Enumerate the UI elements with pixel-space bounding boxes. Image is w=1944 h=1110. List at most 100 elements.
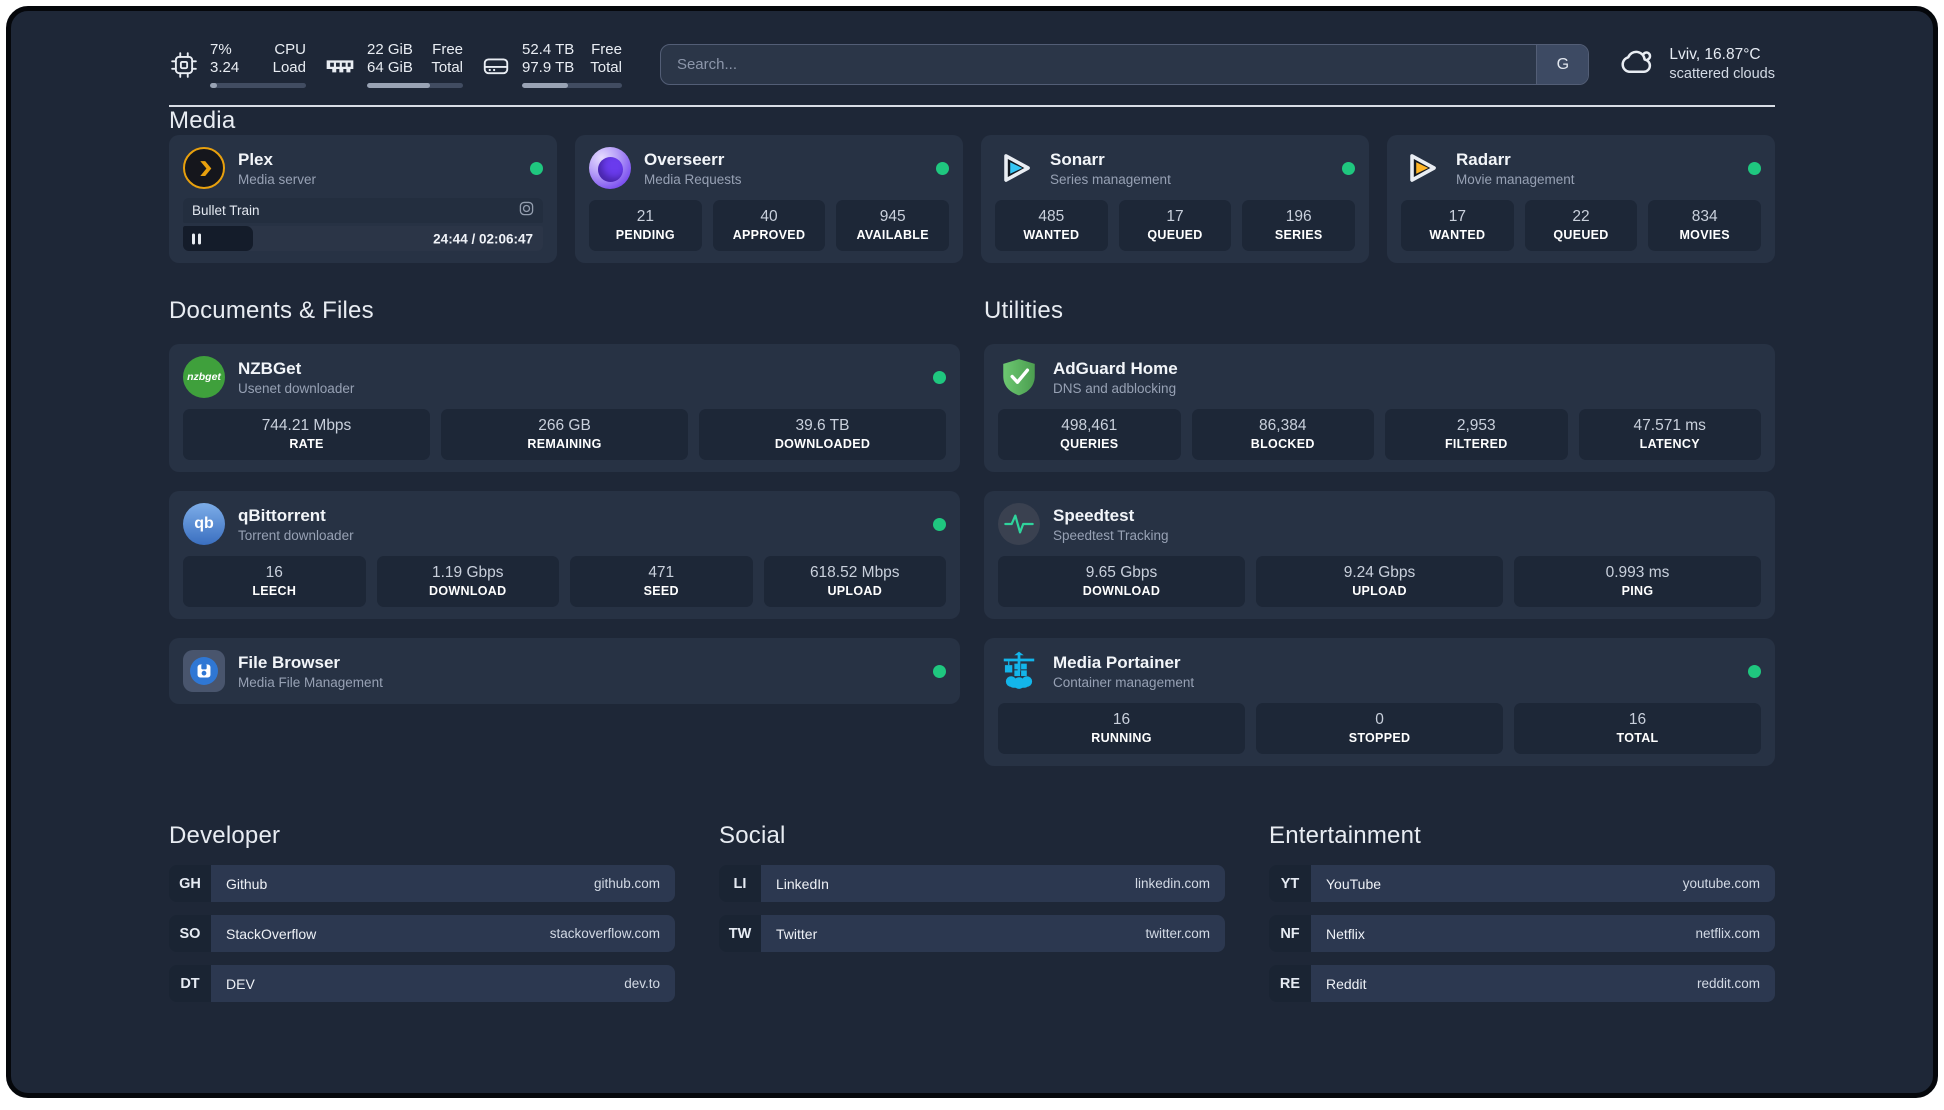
app-subtitle: Media Requests: [644, 171, 742, 187]
app-subtitle: Media File Management: [238, 674, 383, 690]
app-subtitle: Movie management: [1456, 171, 1575, 187]
ram-total: 64 GiB: [367, 59, 413, 76]
app-card-filebrowser[interactable]: File Browser Media File Management: [169, 638, 960, 704]
bookmark-abbr: YT: [1269, 865, 1311, 902]
bookmark-abbr: GH: [169, 865, 211, 902]
bookmark-github[interactable]: GH Github github.com: [169, 865, 675, 902]
search-engine-button[interactable]: G: [1536, 45, 1589, 84]
bookmark-abbr: DT: [169, 965, 211, 1002]
bookmark-url: github.com: [593, 876, 660, 891]
cloud-icon: [1619, 44, 1656, 86]
bookmark-name: StackOverflow: [226, 925, 317, 942]
stat-queued: 17 QUEUED: [1118, 200, 1232, 251]
app-subtitle: Usenet downloader: [238, 380, 355, 396]
app-title: AdGuard Home: [1053, 358, 1178, 378]
bookmark-abbr: SO: [169, 915, 211, 952]
stat-latency: 47.571 ms LATENCY: [1578, 409, 1761, 460]
stat-remaining: 266 GB REMAINING: [441, 409, 688, 460]
status-dot: [530, 161, 543, 175]
ram-free-label: Free: [432, 41, 463, 58]
app-title: Overseerr: [644, 149, 725, 169]
bookmarks-social: Social LI LinkedIn linkedin.com TW Twitt…: [719, 822, 1225, 1015]
radarr-logo: [1401, 147, 1443, 189]
bookmark-netflix[interactable]: NF Netflix netflix.com: [1269, 915, 1775, 952]
stat-running: 16 RUNNING: [998, 703, 1245, 754]
ram-free: 22 GiB: [367, 41, 413, 58]
status-dot: [933, 517, 946, 531]
ram-progress-bar: [367, 83, 463, 88]
stat-filtered: 2,953 FILTERED: [1385, 409, 1568, 460]
weather-widget: Lviv, 16.87°C scattered clouds: [1619, 44, 1775, 86]
app-subtitle: Speedtest Tracking: [1053, 527, 1169, 543]
bookmark-stackoverflow[interactable]: SO StackOverflow stackoverflow.com: [169, 915, 675, 952]
app-title: File Browser: [238, 652, 341, 672]
bookmark-name: Twitter: [776, 925, 818, 942]
session-icon: [519, 201, 534, 221]
stat-movies: 834 MOVIES: [1648, 200, 1762, 251]
section-heading-documents: Documents & Files: [169, 297, 374, 324]
app-title: Radarr: [1456, 149, 1511, 169]
app-card-plex[interactable]: Plex Media server Bullet Train: [169, 135, 557, 263]
bookmark-name: Github: [226, 875, 268, 892]
app-subtitle: Series management: [1050, 171, 1171, 187]
bookmark-linkedin[interactable]: LI LinkedIn linkedin.com: [719, 865, 1225, 902]
stat-upload: 618.52 Mbps UPLOAD: [763, 556, 946, 607]
pause-icon: [192, 233, 201, 244]
section-heading-social: Social: [719, 822, 786, 849]
bookmark-youtube[interactable]: YT YouTube youtube.com: [1269, 865, 1775, 902]
app-card-radarr[interactable]: Radarr Movie management 17 WANTED 22 QUEUE…: [1387, 135, 1775, 263]
section-heading-media: Media: [169, 107, 236, 134]
bookmark-dev[interactable]: DT DEV dev.to: [169, 965, 675, 1002]
app-subtitle: Media server: [238, 171, 317, 187]
cpu-load: 3.24: [210, 59, 240, 76]
app-card-adguard[interactable]: AdGuard Home DNS and adblocking 498,461 Q…: [984, 344, 1775, 472]
app-card-overseerr[interactable]: Overseerr Media Requests 21 PENDING 40 APP…: [575, 135, 963, 263]
plex-logo: [183, 147, 225, 189]
app-card-nzbget[interactable]: nzbget NZBGet Usenet downloader 744.21 M…: [169, 344, 960, 472]
stat-rate: 744.21 Mbps RATE: [183, 409, 430, 460]
dashboard: 7% 3.24 CPU Load: [6, 6, 1938, 1098]
bookmark-twitter[interactable]: TW Twitter twitter.com: [719, 915, 1225, 952]
stat-queries: 498,461 QUERIES: [998, 409, 1181, 460]
ram-icon: [324, 49, 356, 81]
stat-ping: 0.993 ms PING: [1514, 556, 1761, 607]
topbar-divider: [169, 105, 1775, 107]
playback-time: 24:44 / 02:06:47: [433, 231, 533, 246]
ram-monitor: 22 GiB 64 GiB Free Total: [324, 41, 463, 88]
app-title: Plex: [238, 149, 273, 169]
app-title: qBittorrent: [238, 505, 326, 525]
app-card-portainer[interactable]: Media Portainer Container management 16 R…: [984, 638, 1775, 766]
cpu-icon: [169, 50, 199, 80]
app-subtitle: Torrent downloader: [238, 527, 354, 543]
filebrowser-logo: [183, 650, 225, 692]
bookmark-url: youtube.com: [1682, 876, 1760, 891]
app-card-qbittorrent[interactable]: qb qBittorrent Torrent downloader 16 LEEC…: [169, 491, 960, 619]
app-subtitle: DNS and adblocking: [1053, 380, 1177, 396]
cpu-percent: 7%: [210, 41, 232, 58]
adguard-logo: [998, 356, 1040, 398]
app-subtitle: Container management: [1053, 674, 1195, 690]
bookmark-reddit[interactable]: RE Reddit reddit.com: [1269, 965, 1775, 1002]
search-input[interactable]: [659, 44, 1590, 85]
system-monitors: 7% 3.24 CPU Load: [169, 41, 622, 88]
utilities-column: Utilities AdGuard Home: [984, 297, 1775, 766]
bookmark-name: Reddit: [1326, 975, 1367, 992]
status-dot: [1748, 161, 1761, 175]
app-title: Media Portainer: [1053, 652, 1181, 672]
documents-column: Documents & Files nzbget NZBGet Usenet d…: [169, 297, 960, 704]
section-heading-developer: Developer: [169, 822, 281, 849]
stat-approved: 40 APPROVED: [712, 200, 826, 251]
bookmark-name: LinkedIn: [776, 875, 829, 892]
nzbget-logo: nzbget: [183, 356, 225, 398]
section-heading-utilities: Utilities: [984, 297, 1064, 324]
disk-total: 97.9 TB: [522, 59, 575, 76]
stat-seed: 471 SEED: [570, 556, 753, 607]
status-dot: [936, 161, 949, 175]
app-card-speedtest[interactable]: Speedtest Speedtest Tracking 9.65 Gbps DO…: [984, 491, 1775, 619]
disk-total-label: Total: [590, 59, 622, 76]
stat-wanted: 17 WANTED: [1401, 200, 1514, 251]
app-card-sonarr[interactable]: Sonarr Series management 485 WANTED 17 QUE…: [981, 135, 1369, 263]
bookmark-abbr: RE: [1269, 965, 1311, 1002]
stat-leech: 16 LEECH: [183, 556, 366, 607]
stat-total: 16 TOTAL: [1514, 703, 1761, 754]
